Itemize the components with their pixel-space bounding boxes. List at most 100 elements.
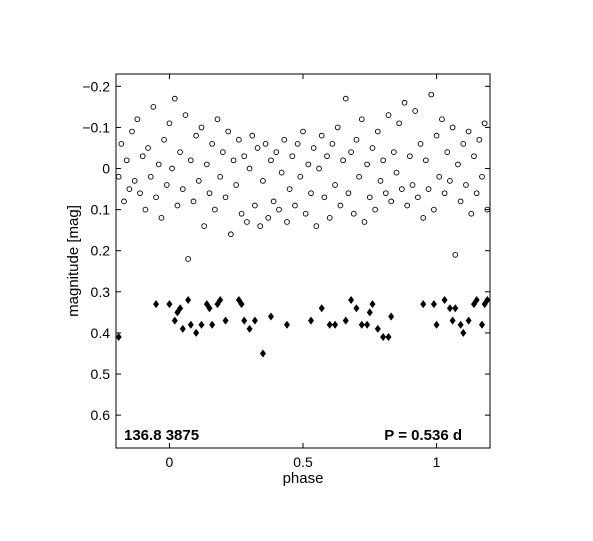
open-circle-point xyxy=(390,149,397,155)
open-circle-point xyxy=(131,178,138,184)
filled-diamond-point xyxy=(380,333,387,342)
open-circle-point xyxy=(121,198,127,205)
open-circle-point xyxy=(193,132,199,139)
open-circle-point xyxy=(222,194,229,201)
filled-diamond-point xyxy=(353,304,360,313)
filled-diamond-point xyxy=(171,316,178,325)
open-circle-point xyxy=(123,157,130,164)
open-circle-point xyxy=(137,190,143,197)
open-circle-point xyxy=(420,214,427,221)
filled-diamond-point xyxy=(385,333,392,342)
open-circle-point xyxy=(161,136,167,143)
open-circle-point xyxy=(340,157,346,164)
filled-diamond-point xyxy=(198,320,205,329)
open-circle-point xyxy=(388,198,395,205)
open-circle-point xyxy=(364,161,370,168)
open-circle-point xyxy=(118,141,125,147)
open-circle-point xyxy=(209,141,216,147)
filled-diamond-point xyxy=(177,304,184,313)
open-circle-point xyxy=(423,157,429,164)
open-circle-point xyxy=(473,190,480,197)
y-tick-label: 0 xyxy=(102,161,110,177)
open-circle-point xyxy=(203,161,210,168)
open-circle-point xyxy=(177,149,183,155)
filled-diamond-point xyxy=(478,320,485,329)
open-circle-point xyxy=(252,202,258,209)
open-circle-point xyxy=(449,124,456,131)
filled-diamond-point xyxy=(166,300,173,309)
open-circle-point xyxy=(369,145,376,151)
open-circle-point xyxy=(155,161,162,168)
open-circle-point xyxy=(372,206,378,213)
open-circle-point xyxy=(305,161,312,168)
filled-diamond-point xyxy=(366,308,373,317)
open-circle-point xyxy=(471,153,477,160)
y-tick-label: 0.6 xyxy=(91,407,111,423)
open-circle-point xyxy=(129,128,135,135)
plot-frame xyxy=(115,73,491,449)
open-circle-point xyxy=(337,202,344,209)
open-circle-point xyxy=(276,206,282,213)
filled-diamond-point xyxy=(441,296,448,305)
filled-diamond-point xyxy=(342,316,349,325)
open-circle-point xyxy=(198,124,205,131)
filled-diamond-point xyxy=(460,328,467,337)
open-circle-point xyxy=(425,186,432,192)
filled-diamond-point xyxy=(452,304,459,313)
open-circle-point xyxy=(481,120,488,127)
open-circle-point xyxy=(436,173,443,180)
open-circle-point xyxy=(233,182,240,188)
y-tick-label: −0.2 xyxy=(82,78,110,94)
open-circle-point xyxy=(463,182,469,188)
open-circle-point xyxy=(313,223,320,229)
open-circle-point xyxy=(409,182,416,188)
filled-diamond-point xyxy=(241,316,248,325)
open-circle-point xyxy=(455,161,461,168)
filled-diamond-point xyxy=(283,320,290,329)
open-circle-point xyxy=(396,120,403,127)
open-circle-point xyxy=(171,95,178,102)
open-circle-point xyxy=(185,256,191,262)
open-circle-point xyxy=(217,173,224,180)
open-circle-point xyxy=(206,190,213,197)
open-circle-point xyxy=(444,149,451,155)
open-circle-point xyxy=(273,149,280,155)
open-circle-point xyxy=(153,194,159,201)
filled-diamond-point xyxy=(246,324,253,333)
open-circle-point xyxy=(433,132,440,139)
open-circle-point xyxy=(134,116,141,123)
open-circle-point xyxy=(439,116,445,123)
open-circle-point xyxy=(294,141,301,147)
filled-diamond-point xyxy=(187,320,194,329)
filled-diamond-point xyxy=(430,300,437,309)
open-circle-point xyxy=(126,186,133,192)
filled-diamond-point xyxy=(465,316,472,325)
open-circle-point xyxy=(302,210,309,217)
open-circle-point xyxy=(431,206,437,213)
open-circle-point xyxy=(139,153,146,160)
open-circle-point xyxy=(479,173,485,180)
y-tick-label: 0.4 xyxy=(91,325,111,341)
open-circle-point xyxy=(374,128,381,135)
open-circle-point xyxy=(297,173,304,180)
y-tick-label: 0.2 xyxy=(91,243,111,259)
open-circle-point xyxy=(377,178,384,184)
open-circle-point xyxy=(417,141,424,147)
x-tick-label: 1 xyxy=(433,454,441,470)
open-circle-point xyxy=(187,157,194,164)
open-circle-point xyxy=(318,132,325,139)
filled-diamond-point xyxy=(179,324,186,333)
star-id-annotation: 136.8 3875 xyxy=(124,427,199,444)
open-circle-point xyxy=(163,182,170,188)
filled-diamond-point xyxy=(457,320,464,329)
open-circle-point xyxy=(150,104,157,110)
open-circle-point xyxy=(262,141,269,147)
filled-diamond-point xyxy=(326,320,333,329)
filled-diamond-point xyxy=(209,320,216,329)
open-circle-point xyxy=(465,128,472,135)
open-circle-point xyxy=(230,157,237,164)
open-circle-point xyxy=(356,173,362,180)
open-circle-point xyxy=(428,91,435,98)
open-circle-point xyxy=(310,145,317,151)
